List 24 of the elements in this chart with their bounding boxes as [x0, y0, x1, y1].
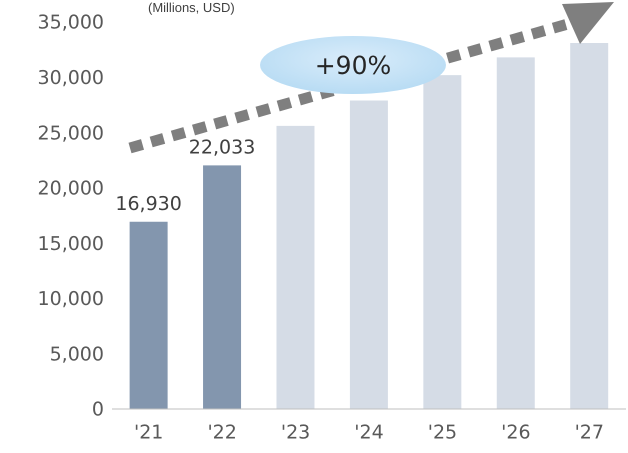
y-tick-label: 25,000 — [38, 122, 104, 144]
x-tick-label: '22 — [207, 421, 237, 444]
y-tick-label: 5,000 — [50, 343, 104, 366]
bar — [203, 165, 242, 409]
x-tick-label: '23 — [280, 421, 310, 444]
y-tick-label: 15,000 — [38, 232, 104, 255]
x-tick-label: '27 — [574, 421, 604, 444]
bar — [276, 126, 314, 409]
x-tick-label: '26 — [501, 421, 531, 444]
x-tick-label: '25 — [428, 421, 458, 444]
y-tick-label: 0 — [92, 398, 104, 421]
y-axis-title: (Millions, USD) — [148, 0, 235, 15]
x-tick-label: '21 — [134, 421, 164, 444]
x-tick-label: '24 — [354, 421, 384, 444]
data-label: 16,930 — [115, 192, 182, 215]
y-tick-label: 35,000 — [38, 12, 104, 34]
bar — [496, 57, 535, 409]
bar — [423, 75, 462, 409]
bar — [130, 222, 168, 409]
y-tick-label: 20,000 — [38, 178, 104, 200]
y-tick-label: 10,000 — [38, 288, 104, 310]
bar — [350, 100, 388, 409]
y-tick-label: 30,000 — [38, 67, 104, 90]
data-label: 22,033 — [188, 136, 256, 158]
